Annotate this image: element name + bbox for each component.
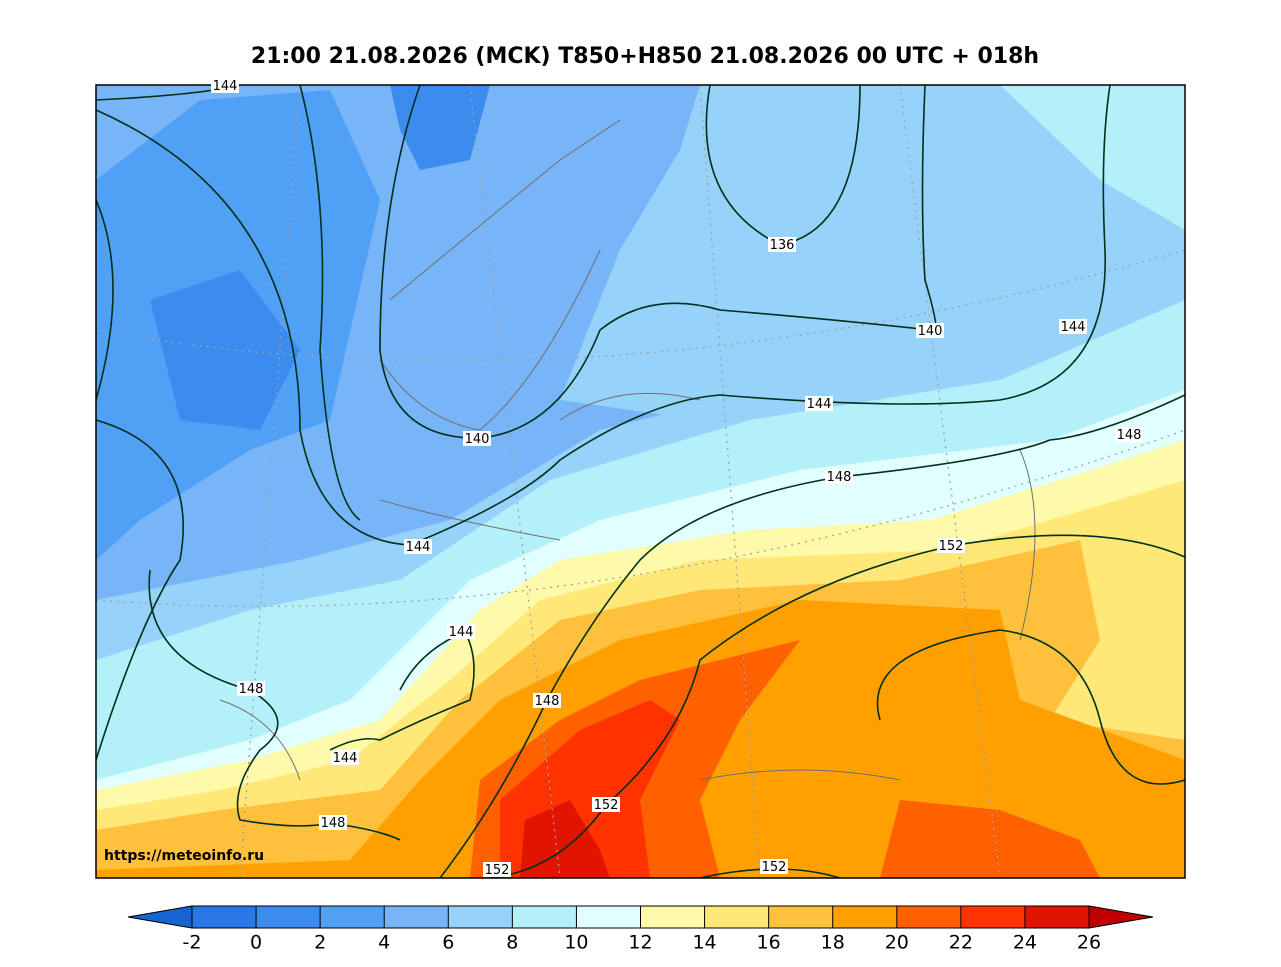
colorbar-tick-label: 4 bbox=[378, 932, 390, 954]
contour-label: 140 bbox=[918, 324, 943, 339]
contour-label: 152 bbox=[594, 798, 619, 813]
colorbar-tick-label: 2 bbox=[314, 932, 326, 954]
contour-label: 148 bbox=[239, 682, 264, 697]
colorbar-tick-label: 0 bbox=[250, 932, 262, 954]
colorbar-over bbox=[1088, 905, 1154, 929]
colorbar-tick-label: 18 bbox=[821, 932, 845, 954]
contour-label-bg bbox=[319, 815, 347, 830]
contour-label-bg bbox=[937, 538, 965, 553]
contour-label: 152 bbox=[762, 860, 787, 875]
contour-label: 144 bbox=[213, 79, 238, 94]
map-frame bbox=[95, 84, 1186, 879]
temperature-field bbox=[96, 85, 1185, 878]
contour-label: 152 bbox=[939, 539, 964, 554]
contour-label: 144 bbox=[1061, 320, 1086, 335]
colorbar-segment bbox=[384, 906, 449, 928]
colorbar-tick-label: 12 bbox=[628, 932, 652, 954]
colorbar-tick-label: 24 bbox=[1013, 932, 1037, 954]
colorbar-segment bbox=[960, 906, 1025, 928]
contour-label-bg bbox=[805, 396, 833, 411]
colorbar-segment bbox=[896, 906, 961, 928]
contour-label-bg bbox=[447, 624, 475, 639]
colorbar-frame bbox=[191, 905, 1090, 929]
colorbar-segment bbox=[448, 906, 513, 928]
contour-label: 148 bbox=[321, 816, 346, 831]
contour-label: 148 bbox=[535, 694, 560, 709]
contour-label: 140 bbox=[465, 432, 490, 447]
colorbar-tick-label: 10 bbox=[564, 932, 588, 954]
colorbar-tick-label: 20 bbox=[885, 932, 909, 954]
colorbar-tick-label: 22 bbox=[949, 932, 973, 954]
colorbar-tick-label: 8 bbox=[506, 932, 518, 954]
colorbar-segment bbox=[768, 906, 833, 928]
contour-label-bg bbox=[463, 431, 491, 446]
colorbar-segment bbox=[576, 906, 641, 928]
colorbar-segment bbox=[640, 906, 705, 928]
contour-label-bg bbox=[916, 323, 944, 338]
colorbar-segment bbox=[320, 906, 385, 928]
contour-label: 136 bbox=[770, 238, 795, 253]
credit-url: https://meteoinfo.ru bbox=[104, 848, 264, 864]
colorbar-tick-label: 14 bbox=[692, 932, 716, 954]
colorbar: -2 0 2 4 6 8 10 12 14 16 18 20 22 24 26 bbox=[127, 905, 1154, 954]
map-title: 21:00 21.08.2026 (MCK) T850+H850 21.08.2… bbox=[251, 44, 1039, 69]
contour-label: 144 bbox=[333, 751, 358, 766]
colorbar-tick-label: 16 bbox=[757, 932, 781, 954]
colorbar-tick-label: 6 bbox=[442, 932, 454, 954]
contour-label-bg bbox=[404, 539, 432, 554]
contour-label-bg bbox=[825, 469, 853, 484]
contour-label: 144 bbox=[449, 625, 474, 640]
colorbar-segment bbox=[704, 906, 769, 928]
colorbar-tick-label: -2 bbox=[183, 932, 202, 954]
contour-label: 144 bbox=[807, 397, 832, 412]
contour-label: 148 bbox=[1117, 428, 1142, 443]
contour-label-bg bbox=[237, 681, 265, 696]
contour-label-bg bbox=[1059, 319, 1087, 334]
contour-label-bg bbox=[1115, 427, 1143, 442]
colorbar-segment bbox=[512, 906, 577, 928]
contour-label: 148 bbox=[827, 470, 852, 485]
contour-label-bg bbox=[483, 862, 511, 877]
contour-label-bg bbox=[211, 78, 239, 93]
colorbar-segment bbox=[832, 906, 897, 928]
colorbar-segment bbox=[1024, 906, 1089, 928]
colorbar-under bbox=[127, 905, 193, 929]
contour-label-bg bbox=[760, 859, 788, 874]
colorbar-segment bbox=[256, 906, 321, 928]
contour-label-bg bbox=[592, 797, 620, 812]
contour-label: 152 bbox=[485, 863, 510, 878]
colorbar-segment bbox=[192, 906, 257, 928]
contour-label-bg bbox=[768, 237, 796, 252]
contour-label: 144 bbox=[406, 540, 431, 555]
contour-labels: 144 136 140 144 140 144 148 148 144 152 144 148 148 1… bbox=[211, 78, 1143, 878]
contour-label-bg bbox=[331, 750, 359, 765]
contour-label-bg bbox=[533, 693, 561, 708]
colorbar-tick-label: 26 bbox=[1077, 932, 1101, 954]
